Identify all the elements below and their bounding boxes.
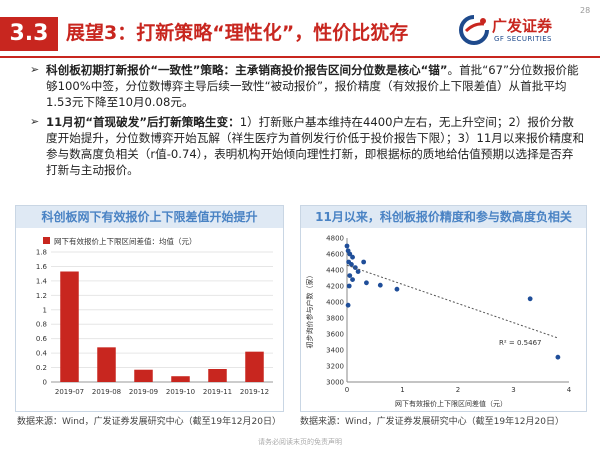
- scatter-x-axis-label: 网下有效报价上下限区间差值（元）: [395, 399, 507, 408]
- scatter-point: [350, 277, 355, 282]
- bar-y-tick-label: 0.6: [36, 335, 48, 343]
- bar-chart-panel: 科创板网下有效报价上下限差值开始提升 网下有效报价上下限区间差值：均值（元） 0…: [15, 205, 284, 412]
- bar-y-tick-label: 1.6: [36, 263, 48, 271]
- bar-x-tick-label: 2019-08: [92, 388, 121, 396]
- scatter-point: [361, 259, 367, 265]
- scatter-point: [344, 243, 350, 249]
- bar-2019-07: [60, 271, 79, 382]
- scatter-y-tick-label: 3000: [326, 379, 344, 387]
- scatter-y-tick-label: 3400: [326, 347, 344, 355]
- page-number: 28: [580, 6, 591, 15]
- scatter-y-tick-label: 4400: [326, 267, 344, 275]
- scatter-chart-source: 数据来源：Wind，广发证券发展研究中心（截至19年12月20日）: [300, 417, 564, 427]
- scatter-point: [347, 273, 353, 278]
- bar-2019-10: [171, 376, 190, 382]
- bar-y-tick-label: 1: [43, 306, 47, 314]
- company-logo: 广发证券 GF SECURITIES: [458, 12, 570, 52]
- scatter-r2-label: R² = 0.5467: [499, 339, 541, 347]
- logo-text-cn: 广发证券: [492, 17, 553, 35]
- scatter-y-tick-label: 4800: [326, 235, 344, 243]
- scatter-x-tick-label: 2: [456, 386, 460, 394]
- bar-x-tick-label: 2019-09: [129, 388, 158, 396]
- bullet-2-bold: 11月初“首现破发”后打新策略生变：: [46, 115, 240, 129]
- scatter-y-tick-label: 4000: [326, 299, 344, 307]
- bar-legend-label: 网下有效报价上下限区间差值：均值（元）: [54, 236, 197, 246]
- logo-icon: [459, 15, 489, 45]
- bar-2019-11: [208, 369, 227, 382]
- scatter-x-tick-label: 1: [400, 386, 404, 394]
- scatter-point: [377, 282, 383, 288]
- bar-chart-source: 数据来源：Wind，广发证券发展研究中心（截至19年12月20日）: [17, 417, 281, 427]
- scatter-point: [346, 283, 352, 289]
- logo-text-en: GF SECURITIES: [494, 35, 552, 43]
- scatter-point: [345, 302, 351, 308]
- header-divider: [0, 56, 600, 58]
- bullet-1-text: 。首批“67”分位数报价能够100%中签，分位数博弈主导后续一致性“被动报价”，…: [46, 63, 579, 109]
- disclaimer-footer: 请务必阅读末页的免责声明: [258, 438, 342, 446]
- bar-y-tick-label: 1.2: [36, 292, 47, 300]
- bullet-item-2: ➢ 11月初“首现破发”后打新策略生变：1）打新账户基本维持在4400户左右，无…: [30, 114, 585, 178]
- bullet-item-1: ➢ 科创板初期打新报价“一致性”策略：主承销商投价报告区间分位数是核心“锚”。首…: [30, 62, 585, 110]
- scatter-y-axis-label: 初步询价参与户数（家）: [305, 272, 314, 349]
- bullet-arrow-icon: ➢: [30, 115, 40, 128]
- scatter-point: [394, 286, 400, 292]
- scatter-point: [347, 251, 353, 257]
- bar-x-tick-label: 2019-12: [240, 388, 269, 396]
- page-title: 展望3：打新策略“理性化”，性价比犹存: [66, 22, 409, 44]
- scatter-y-tick-label: 3200: [326, 363, 344, 371]
- scatter-point: [364, 280, 369, 286]
- bar-x-tick-label: 2019-11: [203, 388, 232, 396]
- bullet-2-text: 1）打新账户基本维持在4400户左右，无上升空间；2）报价分散度开始提升，分位数…: [46, 115, 585, 177]
- bar-y-tick-label: 0: [43, 379, 47, 387]
- scatter-chart: 3000 3200 3400 3600 3800 4000 4200 4400 4600 4800…: [305, 235, 572, 409]
- scatter-y-tick-label: 4200: [326, 283, 344, 291]
- scatter-trendline: [346, 264, 559, 339]
- bar-x-tick-label: 2019-10: [166, 388, 195, 396]
- bar-y-tick-label: 0.4: [36, 350, 48, 358]
- scatter-y-tick-label: 3800: [326, 315, 344, 323]
- bar-y-tick-label: 1.8: [36, 249, 47, 257]
- bar-legend-swatch: [43, 237, 50, 244]
- scatter-x-tick-label: 3: [511, 386, 515, 394]
- bar-y-tick-label: 0.2: [36, 364, 47, 372]
- scatter-y-tick-label: 4600: [326, 251, 344, 259]
- bar-2019-09: [134, 369, 153, 382]
- scatter-point: [350, 254, 355, 260]
- scatter-point: [355, 269, 361, 274]
- scatter-chart-header: 11月以来，科创板报价精度和参与数高度负相关: [301, 206, 586, 228]
- bullet-1-bold: 科创板初期打新报价“一致性”策略：主承销商投价报告区间分位数是核心“锚”: [46, 63, 448, 77]
- scatter-point: [527, 296, 533, 302]
- scatter-x-tick-label: 4: [567, 386, 572, 394]
- bar-chart: 网下有效报价上下限区间差值：均值（元） 0 0.2 0.4 0.6 0.8 1 1.2 1.4…: [36, 236, 273, 396]
- bar-y-tick-label: 0.8: [36, 321, 47, 329]
- scatter-point: [555, 354, 561, 360]
- bullet-arrow-icon: ➢: [30, 63, 40, 76]
- bullet-list: ➢ 科创板初期打新报价“一致性”策略：主承销商投价报告区间分位数是核心“锚”。首…: [30, 62, 585, 182]
- bar-x-tick-label: 2019-07: [55, 388, 84, 396]
- scatter-chart-panel: 11月以来，科创板报价精度和参与数高度负相关 3000 3200 3400 3600 3…: [300, 205, 587, 412]
- scatter-y-tick-label: 3600: [326, 331, 344, 339]
- bar-2019-12: [245, 351, 264, 382]
- scatter-point: [349, 262, 354, 267]
- section-number-badge: 3.3: [0, 17, 58, 51]
- scatter-x-tick-label: 0: [345, 386, 349, 394]
- bar-y-tick-label: 1.4: [36, 277, 48, 285]
- bar-2019-08: [97, 347, 116, 382]
- bar-chart-header: 科创板网下有效报价上下限差值开始提升: [16, 206, 283, 228]
